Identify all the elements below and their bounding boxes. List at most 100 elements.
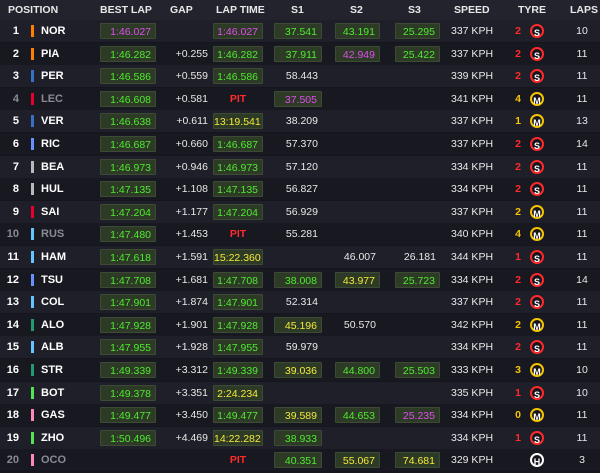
gap-to-leader: +1.591: [175, 251, 208, 263]
soft-tyre-icon: S: [530, 272, 544, 287]
driver-code[interactable]: COL: [41, 296, 65, 309]
sector-s1-time: 57.370: [285, 138, 318, 150]
table-row[interactable]: 6 RIC 1:46.687 +0.660 1:46.687 57.370 337 KPH 2…: [0, 133, 600, 155]
driver-code[interactable]: RUS: [41, 228, 65, 241]
laps-completed: 11: [576, 92, 588, 105]
speed-trap: 341 KPH: [451, 92, 494, 105]
team-color-bar: [31, 70, 34, 83]
best-lap-time: 1:47.928: [100, 316, 156, 333]
table-row[interactable]: 8 HUL 1:47.135 +1.108 1:47.135 56.827 334 KPH 2…: [0, 178, 600, 201]
soft-tyre-icon: S: [530, 385, 544, 400]
driver-code[interactable]: BEA: [41, 160, 65, 173]
last-lap-time: 1:46.282: [213, 45, 263, 62]
team-color-bar: [31, 364, 34, 376]
position-number: 2: [12, 47, 19, 60]
gap-to-leader: +0.660: [175, 138, 208, 150]
hard-tyre-icon: H: [530, 453, 544, 468]
position-number: 10: [6, 228, 19, 241]
team-color-bar: [31, 138, 34, 150]
speed-trap: 329 KPH: [451, 454, 494, 467]
table-row[interactable]: 4 LEC 1:46.608 +0.581 PIT 37.505 341 KPH 4 M 11: [0, 87, 600, 110]
sector-s3-time: 25.235: [395, 407, 440, 424]
position-number: 19: [6, 431, 19, 444]
sector-s1-time: 45.196: [274, 316, 322, 333]
table-row[interactable]: 7 BEA 1:46.973 +0.946 1:46.973 57.120 334 KPH 2…: [0, 155, 600, 178]
position-number: 1: [12, 25, 19, 37]
speed-trap: 337 KPH: [451, 115, 494, 128]
tyre-age: 1: [515, 431, 521, 444]
laps-completed: 11: [576, 341, 588, 354]
best-lap-time: 1:46.687: [100, 136, 156, 152]
tyre-age: 2: [515, 341, 521, 354]
speed-trap: 334 KPH: [451, 183, 494, 196]
driver-code[interactable]: ZHO: [41, 431, 65, 444]
driver-code[interactable]: PIA: [41, 47, 60, 60]
team-color-bar: [31, 251, 34, 263]
table-row[interactable]: 17 BOT 1:49.378 +3.351 2:24.234 335 KPH 1 S 10: [0, 381, 600, 404]
laps-completed: 10: [576, 25, 588, 37]
table-row[interactable]: 19 ZHO 1:50.496 +4.469 14:22.282 38.933 334 KP…: [0, 426, 600, 449]
best-lap-time: 1:47.618: [100, 249, 156, 265]
driver-code[interactable]: VER: [41, 115, 64, 128]
table-row[interactable]: 14 ALO 1:47.928 +1.901 1:47.928 45.196 50.570 3…: [0, 313, 600, 336]
sector-s1-time: 55.281: [285, 228, 318, 241]
driver-code[interactable]: ALO: [41, 318, 65, 331]
driver-code[interactable]: ALB: [41, 341, 64, 354]
speed-trap: 344 KPH: [451, 251, 494, 263]
laps-completed: 10: [576, 386, 588, 399]
header-tyre: TYRE: [518, 4, 547, 16]
sector-s1-time: 56.827: [285, 183, 318, 196]
position-number: 8: [12, 183, 19, 196]
table-row[interactable]: 5 VER 1:46.638 +0.611 13:19.541 38.209 337 KPH…: [0, 110, 600, 133]
driver-code[interactable]: PER: [41, 70, 64, 83]
gap-to-leader: +3.450: [175, 409, 208, 422]
tyre-age: 2: [515, 25, 521, 37]
tyre-age: 2: [515, 160, 521, 173]
medium-tyre-icon: M: [530, 317, 544, 332]
driver-code[interactable]: SAI: [41, 205, 60, 218]
table-row[interactable]: 2 PIA 1:46.282 +0.255 1:46.282 37.911 42.949 25…: [0, 42, 600, 65]
laps-completed: 11: [576, 228, 588, 241]
sector-s3-time: 25.295: [395, 23, 440, 39]
speed-trap: 340 KPH: [451, 228, 494, 241]
driver-code[interactable]: NOR: [41, 25, 66, 37]
driver-code[interactable]: LEC: [41, 92, 63, 105]
driver-code[interactable]: GAS: [41, 409, 65, 422]
header-speed: SPEED: [454, 4, 490, 16]
position-number: 6: [12, 138, 19, 150]
table-row[interactable]: 3 PER 1:46.586 +0.559 1:46.586 58.443 339 KPH 2…: [0, 65, 600, 88]
soft-tyre-icon: S: [530, 159, 544, 174]
driver-code[interactable]: BOT: [41, 386, 65, 399]
table-row[interactable]: 16 STR 1:49.339 +3.312 1:49.339 39.036 44.800 2…: [0, 359, 600, 381]
best-lap-time: 1:46.638: [100, 113, 156, 130]
table-row[interactable]: 9 SAI 1:47.204 +1.177 1:47.204 56.929 337 KPH 2…: [0, 200, 600, 223]
table-row[interactable]: 1 NOR 1:46.027 1:46.027 37.541 43.191 25.295 33…: [0, 20, 600, 42]
driver-code[interactable]: HUL: [41, 183, 64, 196]
last-lap-time: PIT: [229, 228, 247, 241]
laps-completed: 11: [576, 160, 588, 173]
driver-code[interactable]: TSU: [41, 273, 63, 286]
table-row[interactable]: 20 OCO PIT 40.351 55.067 74.681 329 KPH H 3: [0, 449, 600, 472]
table-row[interactable]: 12 TSU 1:47.708 +1.681 1:47.708 38.008 43.977 2…: [0, 268, 600, 291]
tyre-age: 4: [515, 228, 521, 241]
driver-code[interactable]: STR: [41, 364, 63, 376]
speed-trap: 337 KPH: [451, 25, 494, 37]
laps-completed: 11: [576, 318, 588, 331]
tyre-age: 4: [515, 92, 521, 105]
driver-code[interactable]: OCO: [41, 454, 67, 467]
sector-s2-time: 50.570: [343, 318, 376, 331]
team-color-bar: [31, 25, 34, 37]
driver-code[interactable]: HAM: [41, 251, 67, 263]
speed-trap: 334 KPH: [451, 341, 494, 354]
team-color-bar: [31, 47, 34, 60]
last-lap-time: 1:47.928: [213, 316, 263, 333]
table-row[interactable]: 18 GAS 1:49.477 +3.450 1:49.477 39.589 44.653 2…: [0, 404, 600, 427]
driver-code[interactable]: RIC: [41, 138, 60, 150]
last-lap-time: 1:47.204: [213, 203, 263, 220]
table-row[interactable]: 11 HAM 1:47.618 +1.591 15:22.360 46.007 26.181…: [0, 246, 600, 268]
table-row[interactable]: 10 RUS 1:47.480 +1.453 PIT 55.281 340 KPH 4 M 11: [0, 223, 600, 246]
tyre-age: 2: [515, 296, 521, 309]
laps-completed: 11: [576, 431, 588, 444]
table-row[interactable]: 13 COL 1:47.901 +1.874 1:47.901 52.314 337 KPH…: [0, 291, 600, 314]
table-row[interactable]: 15 ALB 1:47.955 +1.928 1:47.955 59.979 334 KPH…: [0, 336, 600, 359]
